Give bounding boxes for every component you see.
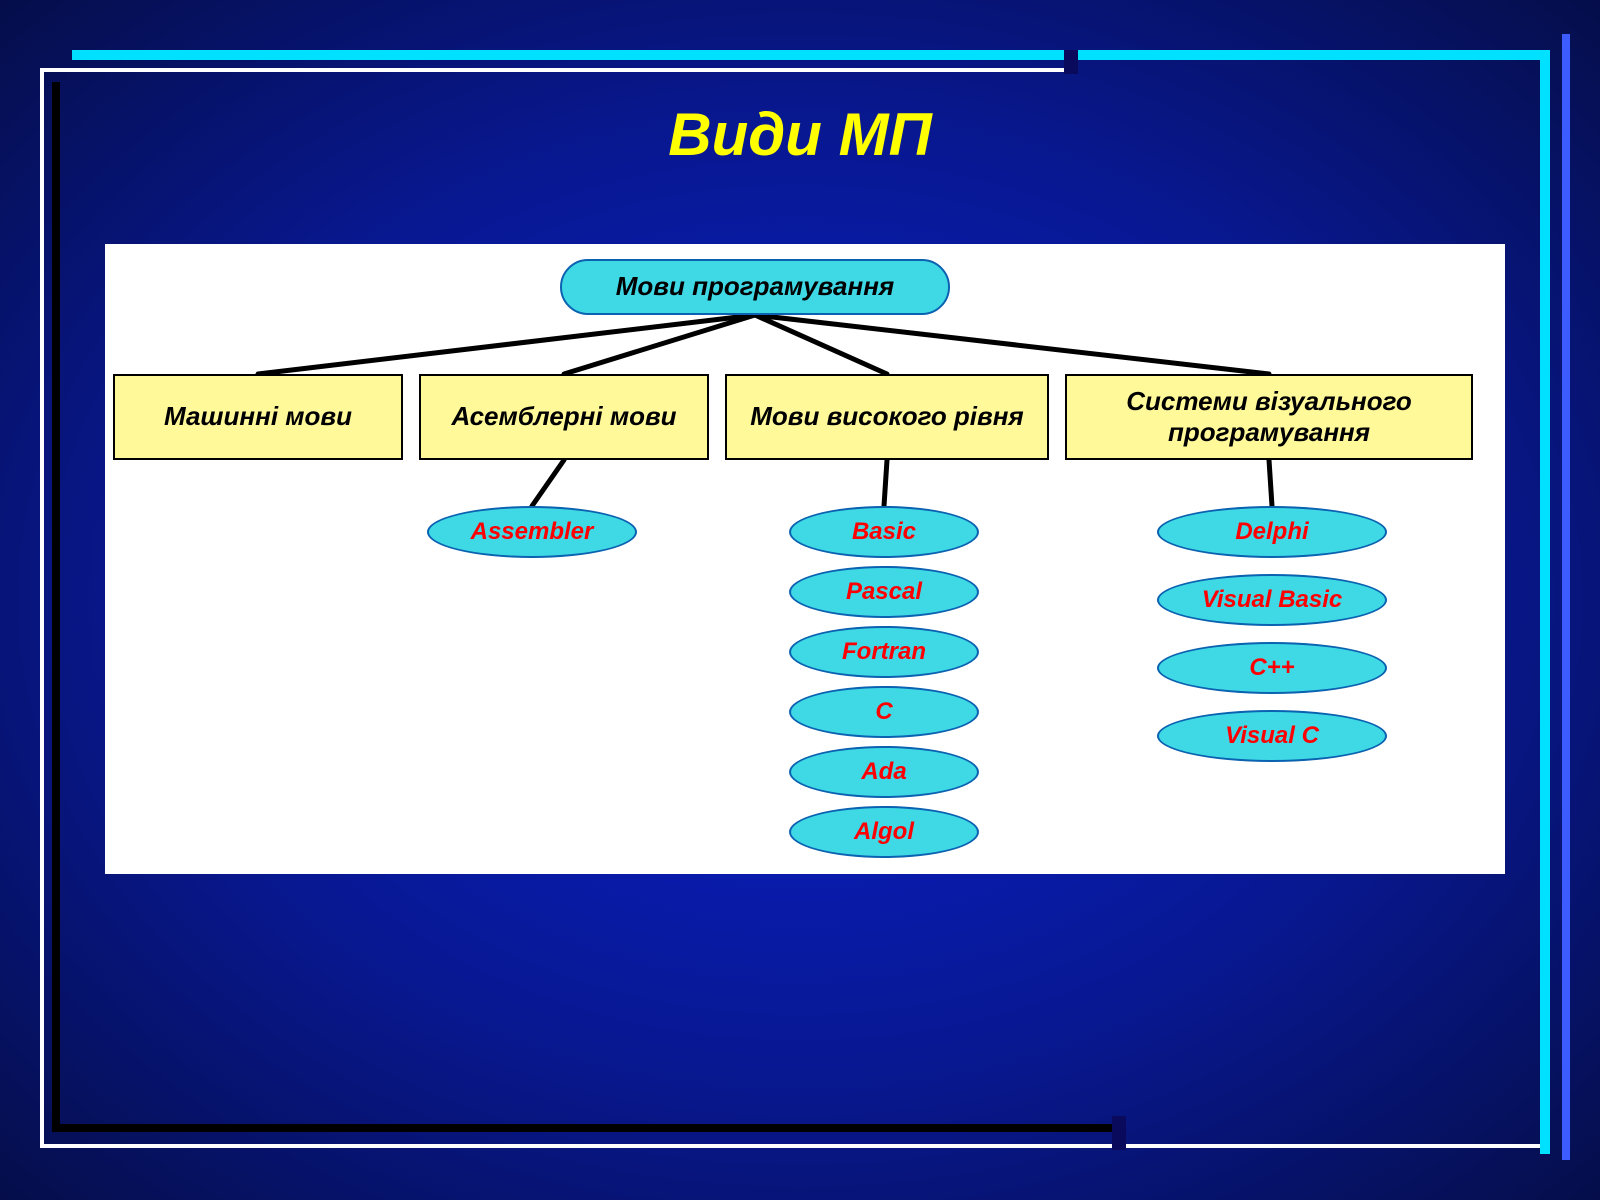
slide-root: Види МП Мови програмування Машинні мови Ас… (0, 0, 1600, 1200)
edge-root-node-to-category-visual (755, 315, 1269, 374)
frame-bottom-black (52, 1124, 1112, 1132)
category-highlevel-label: Мови високого рівня (750, 401, 1024, 432)
lang-c-label: C (875, 698, 892, 727)
lang-fortran-label: Fortran (842, 638, 926, 667)
lang-cpp-label: C++ (1249, 654, 1294, 683)
frame-accent-2 (1112, 1116, 1126, 1150)
frame-left-black (52, 82, 60, 1132)
frame-bottom-white (40, 1144, 1540, 1148)
lang-basic: Basic (789, 506, 979, 558)
edge-root-node-to-category-highlevel (755, 315, 887, 374)
lang-visualbasic-label: Visual Basic (1202, 586, 1343, 615)
frame-top-cyan (72, 50, 1550, 60)
root-node: Мови програмування (560, 259, 950, 315)
lang-visualc-label: Visual C (1225, 722, 1319, 751)
diagram-area: Мови програмування Машинні мови Асемблерні… (105, 244, 1505, 874)
edge-category-assembler-to-lang-assembler (532, 460, 564, 506)
category-visual: Системи візуального програмування (1065, 374, 1473, 460)
root-node-label: Мови програмування (616, 271, 894, 302)
edge-category-highlevel-to-lang-basic (884, 460, 887, 506)
lang-assembler-label: Assembler (471, 518, 594, 547)
category-highlevel: Мови високого рівня (725, 374, 1049, 460)
lang-delphi: Delphi (1157, 506, 1387, 558)
category-machine: Машинні мови (113, 374, 403, 460)
lang-visualc: Visual C (1157, 710, 1387, 762)
lang-pascal-label: Pascal (846, 578, 922, 607)
lang-cpp: C++ (1157, 642, 1387, 694)
frame-top-white (40, 68, 1070, 72)
slide-title: Види МП (0, 100, 1600, 169)
edge-root-node-to-category-machine (258, 315, 755, 374)
lang-algol-label: Algol (854, 818, 914, 847)
lang-fortran: Fortran (789, 626, 979, 678)
lang-assembler: Assembler (427, 506, 637, 558)
edge-category-visual-to-lang-delphi (1269, 460, 1272, 506)
lang-visualbasic: Visual Basic (1157, 574, 1387, 626)
frame-right-blue (1562, 34, 1570, 1160)
category-machine-label: Машинні мови (164, 401, 352, 432)
lang-ada: Ada (789, 746, 979, 798)
lang-basic-label: Basic (852, 518, 916, 547)
frame-accent-1 (1064, 50, 1078, 74)
lang-pascal: Pascal (789, 566, 979, 618)
lang-algol: Algol (789, 806, 979, 858)
edge-root-node-to-category-assembler (564, 315, 755, 374)
frame-left-white (40, 68, 44, 1148)
lang-delphi-label: Delphi (1235, 518, 1308, 547)
frame-right-cyan (1540, 50, 1550, 1154)
category-assembler-label: Асемблерні мови (451, 401, 676, 432)
category-visual-label: Системи візуального програмування (1067, 386, 1471, 448)
lang-c: C (789, 686, 979, 738)
category-assembler: Асемблерні мови (419, 374, 709, 460)
lang-ada-label: Ada (861, 758, 906, 787)
